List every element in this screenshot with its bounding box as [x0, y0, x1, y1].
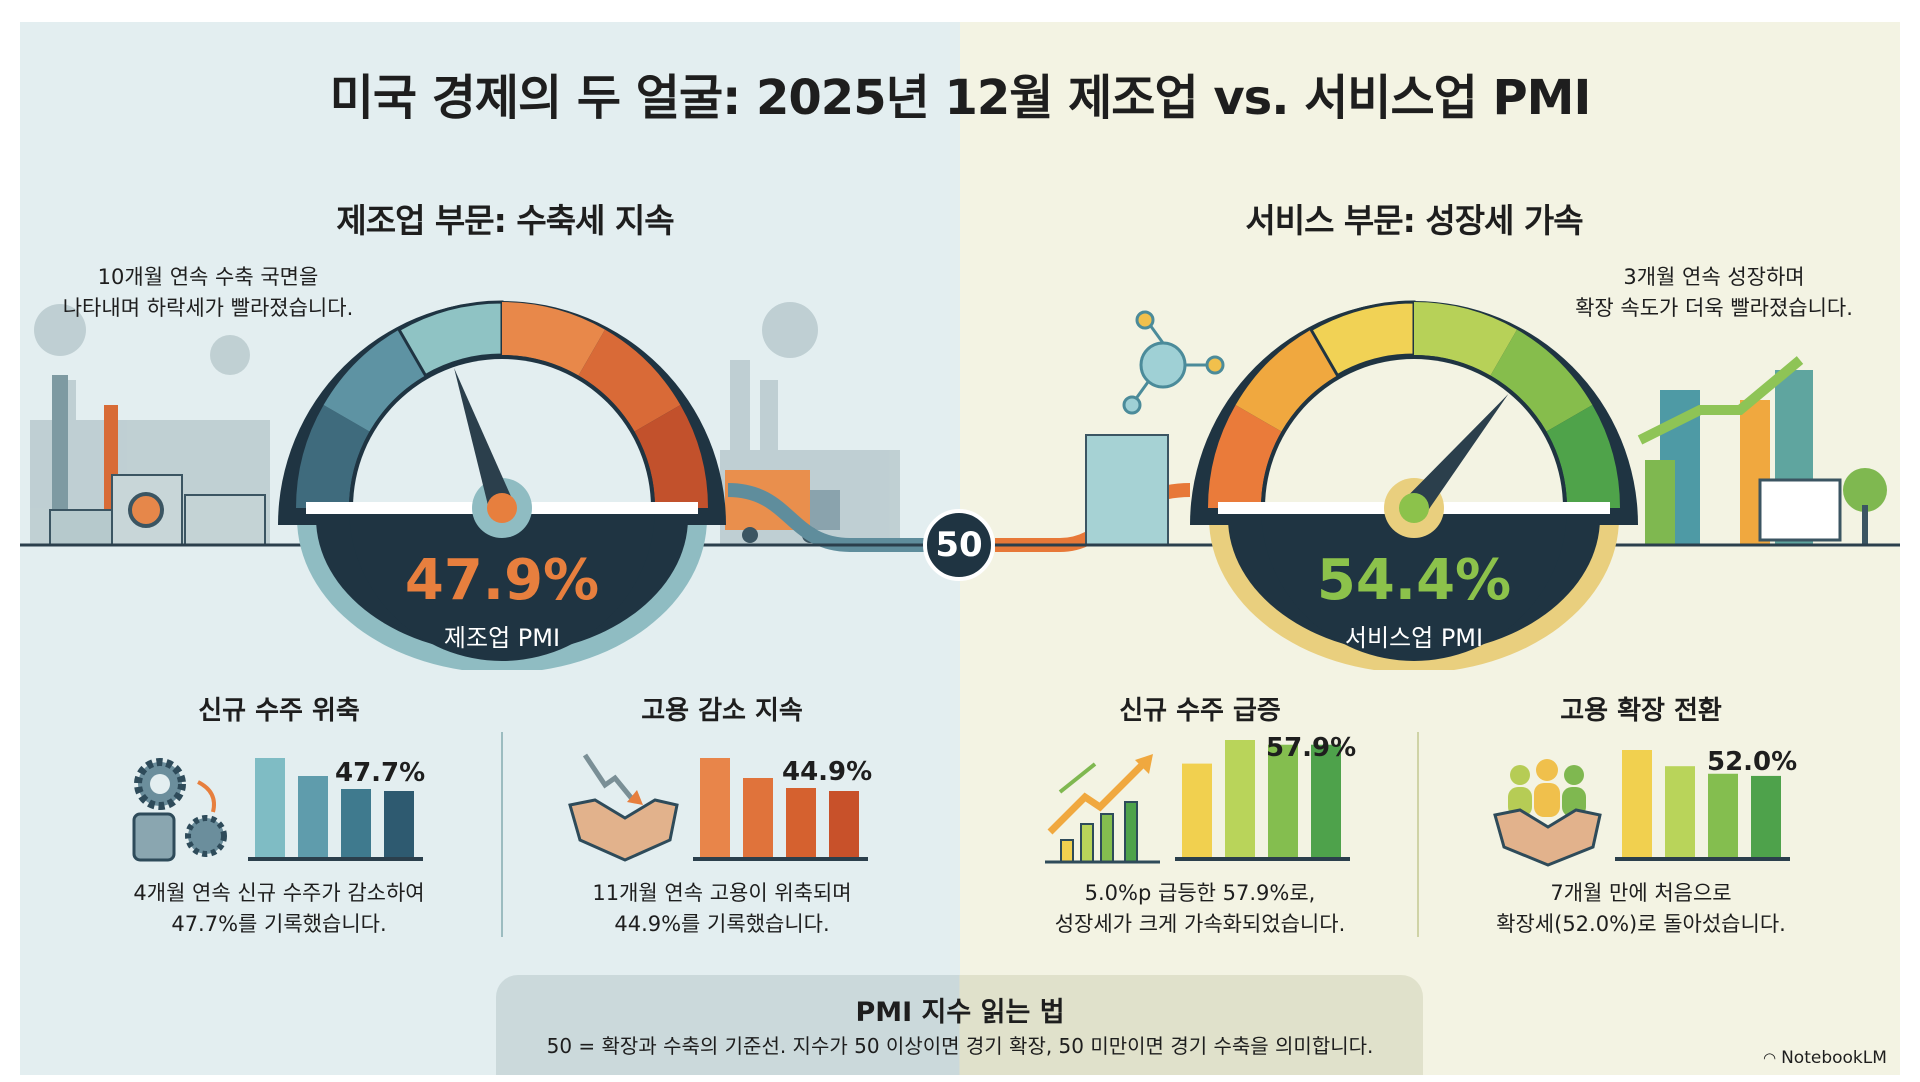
- mfg-new-orders-caption: 4개월 연속 신규 수주가 감소하여 47.7%를 기록했습니다.: [133, 878, 424, 940]
- pmi-guide-text: 50 = 확장과 수축의 기준선. 지수가 50 이상이면 경기 확장, 50 …: [546, 1034, 1374, 1058]
- pmi-guide-title: PMI 지수 읽는 법: [855, 997, 1065, 1028]
- services-pmi-value: 54.4%: [1316, 548, 1512, 613]
- factory-icon: [49, 375, 266, 546]
- svc-new-orders-caption: 5.0%p 급등한 57.9%로, 성장세가 크게 가속화되었습니다.: [1055, 878, 1346, 940]
- notebooklm-brand: ◠ NotebookLM: [1763, 1048, 1887, 1068]
- divider: [501, 732, 503, 937]
- services-section-title: 서비스 부문: 성장세 가속: [1245, 201, 1583, 240]
- mini-bar: [1708, 773, 1738, 858]
- mini-bar: [1268, 744, 1298, 858]
- note-line: 3개월 연속 성장하며: [1623, 265, 1805, 289]
- mini-bar: [255, 758, 285, 858]
- threshold-badge: 50: [923, 509, 995, 581]
- gauge-pivot: [1399, 493, 1429, 523]
- svc-new-orders-title: 신규 수주 급증: [1119, 696, 1281, 726]
- note-line: 나타내며 하락세가 빨라졌습니다.: [62, 296, 354, 320]
- mfg-employment-bars: [693, 758, 868, 861]
- mini-bar: [786, 788, 816, 858]
- caption-line: 확장세(52.0%)로 돌아섰습니다.: [1496, 912, 1786, 936]
- mini-bar: [1751, 775, 1781, 858]
- gauge-needle: [454, 367, 515, 513]
- network-icon: [1122, 310, 1225, 415]
- divider: [1417, 732, 1419, 937]
- city-growth-icon: [1637, 356, 1887, 545]
- gauge-needle: [1403, 393, 1509, 517]
- gear-stack-icon: [132, 758, 227, 862]
- mini-bar: [341, 789, 371, 858]
- team-handshake-icon: [1493, 759, 1602, 867]
- gauge-arc-segment: [1208, 405, 1282, 508]
- growth-arrows-icon: [1045, 754, 1160, 864]
- mini-bar: [743, 778, 773, 858]
- svc-employment-bars: [1615, 750, 1790, 861]
- gauge-arc-segment: [634, 405, 708, 508]
- svc-new-orders-bars: [1175, 740, 1350, 861]
- mini-bar: [1311, 744, 1341, 858]
- note-line: 10개월 연속 수축 국면을: [97, 265, 319, 289]
- manufacturing-gauge: [278, 300, 726, 670]
- gauge-pivot: [487, 493, 517, 523]
- pmi-guide-box: [496, 975, 1423, 1075]
- mfg-new-orders-bars: [248, 758, 423, 861]
- mini-bar: [700, 758, 730, 858]
- svc-new-orders-value: 57.9%: [1266, 733, 1357, 763]
- mini-bar: [1622, 750, 1652, 858]
- gauge-arc-segment: [1414, 302, 1517, 376]
- note-line: 확장 속도가 더욱 빨라졌습니다.: [1575, 296, 1853, 320]
- services-pmi-label: 서비스업 PMI: [1344, 624, 1484, 652]
- caption-line: 4개월 연속 신규 수주가 감소하여: [133, 881, 425, 905]
- manufacturing-pmi-label: 제조업 PMI: [443, 624, 561, 652]
- mini-bar: [298, 776, 328, 858]
- gauge-arc-segment: [1490, 329, 1593, 432]
- mfg-employment-value: 44.9%: [782, 757, 873, 787]
- caption-line: 5.0%p 급등한 57.9%로,: [1084, 881, 1316, 905]
- caption-line: 7개월 만에 처음으로: [1550, 881, 1732, 905]
- caption-line: 44.9%를 기록했습니다.: [614, 912, 830, 936]
- gauge-face: [1265, 359, 1563, 508]
- svc-employment-value: 52.0%: [1707, 747, 1798, 777]
- mfg-new-orders-title: 신규 수주 위축: [198, 696, 360, 726]
- svc-employment-title: 고용 확장 전환: [1560, 696, 1722, 726]
- mfg-new-orders-value: 47.7%: [335, 758, 426, 788]
- mini-bar: [1182, 763, 1212, 858]
- brand-text: NotebookLM: [1781, 1048, 1887, 1068]
- mini-bar: [1665, 766, 1695, 858]
- handshake-decline-icon: [568, 753, 679, 862]
- caption-line: 47.7%를 기록했습니다.: [171, 912, 387, 936]
- mini-bar: [1225, 740, 1255, 858]
- gauge-arc-segment: [1235, 329, 1338, 432]
- gauge-arc-segment: [296, 405, 370, 508]
- page-title: 미국 경제의 두 얼굴: 2025년 12월 제조업 vs. 서비스업 PMI: [329, 70, 1592, 126]
- gauge-arc-segment: [1546, 405, 1620, 508]
- mfg-employment-title: 고용 감소 지속: [641, 696, 803, 726]
- caption-line: 성장세가 크게 가속화되었습니다.: [1054, 912, 1346, 936]
- manufacturing-pmi-value: 47.9%: [404, 548, 600, 613]
- gauge-face: [353, 359, 651, 508]
- mfg-employment-caption: 11개월 연속 고용이 위축되며 44.9%를 기록했습니다.: [592, 878, 851, 940]
- mini-bar: [384, 791, 414, 858]
- gauge-arc-segment: [502, 302, 605, 376]
- services-gauge: [1190, 300, 1638, 670]
- gauge-arc-segment: [578, 329, 681, 432]
- dashboard-icon: [1085, 434, 1169, 546]
- notebooklm-logo-icon: ◠: [1763, 1049, 1777, 1067]
- manufacturing-section-title: 제조업 부문: 수축세 지속: [336, 201, 674, 240]
- caption-line: 11개월 연속 고용이 위축되며: [592, 881, 852, 905]
- mini-bar: [829, 791, 859, 858]
- gauge-arc-segment: [323, 329, 426, 432]
